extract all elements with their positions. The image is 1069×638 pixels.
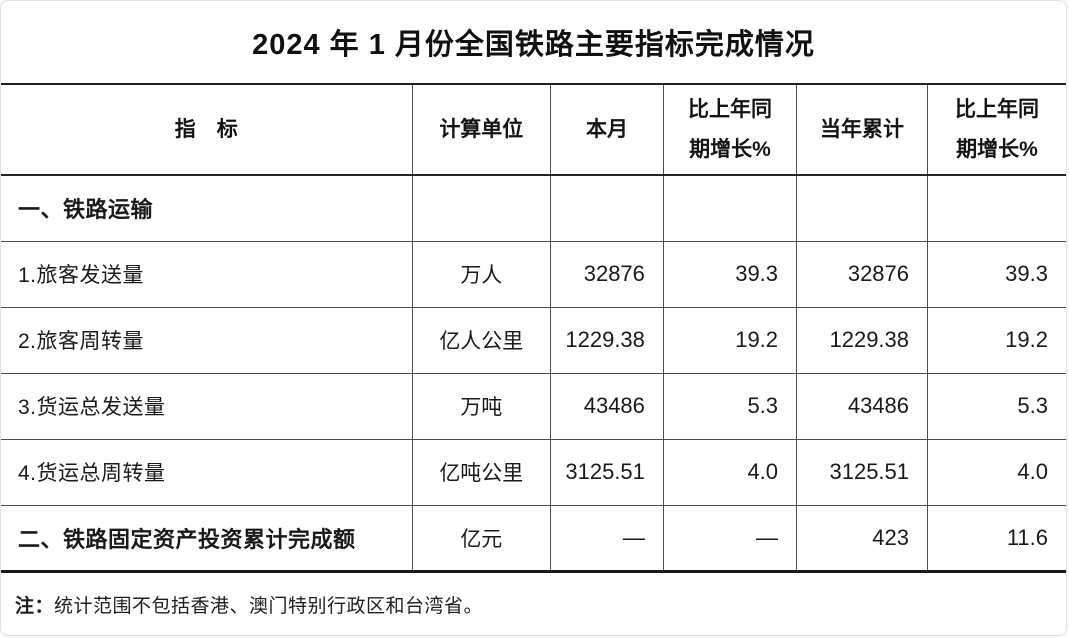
cell-ytd-growth: 4.0 xyxy=(927,439,1066,505)
column-header-unit: 计算单位 xyxy=(411,84,551,175)
table-row-section-fixed-asset-investment: 二、铁路固定资产投资累计完成额 亿元 — — 423 11.6 xyxy=(1,505,1066,571)
cell-ytd-growth: 39.3 xyxy=(927,241,1066,307)
cell-month: 32876 xyxy=(550,241,664,307)
column-header-month-growth: 比上年同 期增长% xyxy=(662,84,797,175)
page-title: 2024 年 1 月份全国铁路主要指标完成情况 xyxy=(252,29,815,61)
cell-indicator: 1.旅客发送量 xyxy=(18,264,145,287)
footnote-label: 注： xyxy=(15,595,55,617)
header-row: 指 标 计算单位 本月 比上年同 期增长% 当年累计 比上年同 期增长% xyxy=(1,84,1066,175)
table-row-freight-turnover: 4.货运总周转量 亿吨公里 3125.51 4.0 3125.51 4.0 xyxy=(1,439,1066,505)
column-header-ytd-growth: 比上年同 期增长% xyxy=(927,84,1066,175)
cell-indicator: 一、铁路运输 xyxy=(18,197,154,223)
cell-month-growth: 39.3 xyxy=(662,241,797,307)
cell-ytd-growth xyxy=(927,175,1066,241)
cell-unit: 亿人公里 xyxy=(411,307,551,373)
cell-month: 43486 xyxy=(550,373,664,439)
cell-ytd-growth: 11.6 xyxy=(927,505,1066,571)
cell-month-growth: 19.2 xyxy=(662,307,797,373)
column-header-ytd: 当年累计 xyxy=(796,84,928,175)
table-row-freight-volume: 3.货运总发送量 万吨 43486 5.3 43486 5.3 xyxy=(1,373,1066,439)
cell-indicator: 3.货运总发送量 xyxy=(18,396,166,419)
cell-month: 1229.38 xyxy=(550,307,664,373)
table-body: 一、铁路运输 1.旅客发送量 万人 32876 39.3 32876 39.3 … xyxy=(1,175,1066,571)
cell-unit: 亿元 xyxy=(411,505,551,571)
footnote: 注：统计范围不包括香港、澳门特别行政区和台湾省。 xyxy=(1,573,1066,618)
cell-indicator: 二、铁路固定资产投资累计完成额 xyxy=(18,526,356,552)
cell-month xyxy=(550,175,664,241)
cell-month-growth: 5.3 xyxy=(662,373,797,439)
column-header-indicator: 指 标 xyxy=(174,117,238,141)
cell-ytd-growth: 5.3 xyxy=(927,373,1066,439)
table-header: 指 标 计算单位 本月 比上年同 期增长% 当年累计 比上年同 期增长% xyxy=(1,84,1066,175)
table-row-passenger-turnover: 2.旅客周转量 亿人公里 1229.38 19.2 1229.38 19.2 xyxy=(1,307,1066,373)
cell-indicator: 2.旅客周转量 xyxy=(18,330,145,353)
footnote-text: 统计范围不包括香港、澳门特别行政区和台湾省。 xyxy=(54,595,484,617)
cell-unit: 万人 xyxy=(411,241,551,307)
cell-ytd: 3125.51 xyxy=(796,439,928,505)
cell-ytd: 423 xyxy=(796,505,928,571)
cell-unit xyxy=(411,175,551,241)
cell-ytd: 32876 xyxy=(796,241,928,307)
cell-month: — xyxy=(550,505,664,571)
cell-unit: 万吨 xyxy=(411,373,551,439)
cell-month: 3125.51 xyxy=(550,439,664,505)
cell-month-growth xyxy=(662,175,797,241)
cell-ytd: 1229.38 xyxy=(796,307,928,373)
cell-ytd-growth: 19.2 xyxy=(927,307,1066,373)
railway-indicators-table: 指 标 计算单位 本月 比上年同 期增长% 当年累计 比上年同 期增长% 一、铁… xyxy=(1,83,1066,573)
cell-ytd: 43486 xyxy=(796,373,928,439)
column-header-month: 本月 xyxy=(550,84,664,175)
cell-ytd xyxy=(796,175,928,241)
table-row-section-transport: 一、铁路运输 xyxy=(1,175,1066,241)
title-bar: 2024 年 1 月份全国铁路主要指标完成情况 xyxy=(1,1,1066,83)
cell-month-growth: — xyxy=(662,505,797,571)
cell-indicator: 4.货运总周转量 xyxy=(18,462,166,485)
table-row-passenger-volume: 1.旅客发送量 万人 32876 39.3 32876 39.3 xyxy=(1,241,1066,307)
cell-month-growth: 4.0 xyxy=(662,439,797,505)
cell-unit: 亿吨公里 xyxy=(411,439,551,505)
